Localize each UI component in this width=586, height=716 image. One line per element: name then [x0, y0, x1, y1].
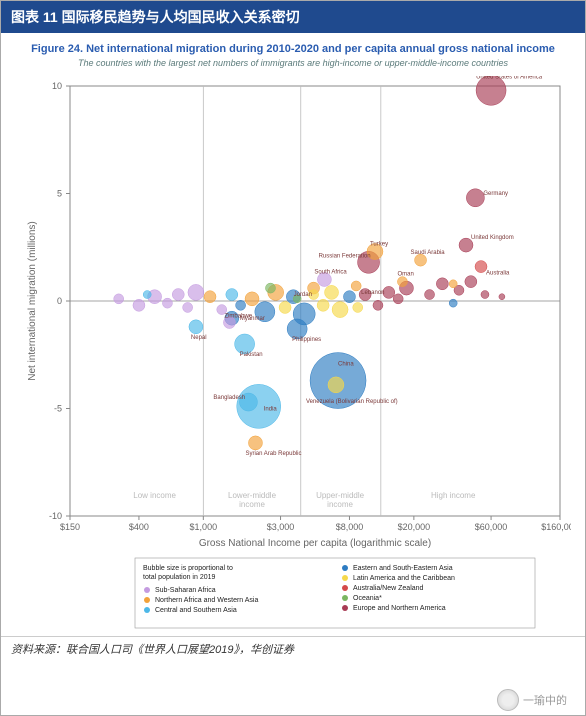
watermark-text: 一瑜中的 [523, 692, 567, 708]
chart-area: Figure 24. Net international migration d… [1, 33, 585, 636]
svg-text:$1,000: $1,000 [190, 522, 218, 532]
svg-text:income: income [327, 500, 353, 509]
svg-text:$400: $400 [129, 522, 149, 532]
source-footer: 资料来源：联合国人口司《世界人口展望2019》，华创证券 [1, 636, 585, 661]
svg-text:Net international migration (m: Net international migration (millions) [27, 221, 38, 381]
header-title: 图表 11 国际移民趋势与人均国民收入关系密切 [1, 1, 585, 33]
bubble-chart: -10 -5 0 5 10 $150 $400 $1,000 $3,000 $8,000 $20,0… [15, 76, 571, 636]
svg-text:Turkey: Turkey [370, 242, 388, 248]
svg-text:Eastern and South-Eastern Asia: Eastern and South-Eastern Asia [353, 565, 453, 572]
svg-text:Oceania*: Oceania* [353, 595, 382, 602]
svg-text:China: China [338, 362, 354, 368]
svg-text:Central and Southern Asia: Central and Southern Asia [155, 607, 237, 614]
svg-text:Australia/New Zealand: Australia/New Zealand [353, 585, 424, 592]
svg-text:Pakistan: Pakistan [240, 352, 263, 358]
svg-text:India: India [264, 406, 278, 412]
watermark: 一瑜中的 [497, 689, 567, 711]
svg-text:United States of America: United States of America [476, 76, 543, 80]
svg-text:Latin America and the Caribbea: Latin America and the Caribbean [353, 575, 455, 582]
svg-text:Low income: Low income [133, 491, 176, 500]
svg-text:5: 5 [57, 189, 62, 199]
svg-text:$20,000: $20,000 [398, 522, 431, 532]
svg-text:$8,000: $8,000 [336, 522, 364, 532]
svg-text:10: 10 [52, 81, 62, 91]
svg-text:South Africa: South Africa [314, 270, 347, 276]
svg-text:Bangladesh: Bangladesh [213, 395, 245, 401]
svg-text:$3,000: $3,000 [267, 522, 295, 532]
svg-text:Australia: Australia [486, 271, 510, 277]
svg-text:Syrian Arab Republic: Syrian Arab Republic [245, 451, 301, 457]
svg-text:Saudi Arabia: Saudi Arabia [411, 250, 446, 256]
svg-text:Philippines: Philippines [292, 337, 321, 343]
svg-text:Bubble size is proportional to: Bubble size is proportional to [143, 565, 233, 572]
svg-text:Zimbabwe: Zimbabwe [224, 314, 252, 320]
svg-text:Gross National Income per capi: Gross National Income per capita (logari… [199, 538, 431, 549]
svg-text:0: 0 [57, 296, 62, 306]
svg-text:total population in 2019: total population in 2019 [143, 574, 215, 581]
svg-text:Europe and Northern America: Europe and Northern America [353, 605, 446, 612]
svg-text:High income: High income [431, 491, 476, 500]
svg-text:Venezuela (Bolivarian Republic: Venezuela (Bolivarian Republic of) [306, 399, 398, 405]
svg-text:United Kingdom: United Kingdom [471, 235, 514, 241]
svg-text:Nepal: Nepal [191, 335, 207, 341]
svg-text:Lebanon: Lebanon [361, 290, 384, 296]
svg-text:income: income [239, 500, 265, 509]
figure-frame: 图表 11 国际移民趋势与人均国民收入关系密切 Figure 24. Net i… [0, 0, 586, 716]
svg-text:-10: -10 [49, 511, 62, 521]
figure-subtitle: The countries with the largest net numbe… [15, 58, 571, 68]
figure-title: Figure 24. Net international migration d… [15, 43, 571, 55]
chart-svg-wrap: -10 -5 0 5 10 $150 $400 $1,000 $3,000 $8,000 $20,0… [15, 76, 571, 636]
svg-text:$60,000: $60,000 [475, 522, 508, 532]
svg-text:Upper-middle: Upper-middle [316, 491, 365, 500]
svg-text:-5: -5 [54, 404, 62, 414]
svg-text:Lower-middle: Lower-middle [228, 491, 277, 500]
svg-text:Russian Federation: Russian Federation [319, 253, 371, 259]
svg-text:$150: $150 [60, 522, 80, 532]
svg-text:Northern Africa and Western As: Northern Africa and Western Asia [155, 597, 258, 604]
svg-text:Sub-Saharan Africa: Sub-Saharan Africa [155, 587, 216, 594]
svg-text:Oman: Oman [397, 272, 413, 278]
svg-text:Jordan: Jordan [294, 292, 312, 298]
svg-text:Germany: Germany [483, 191, 508, 197]
svg-text:$160,000: $160,000 [541, 522, 571, 532]
watermark-icon [497, 689, 519, 711]
